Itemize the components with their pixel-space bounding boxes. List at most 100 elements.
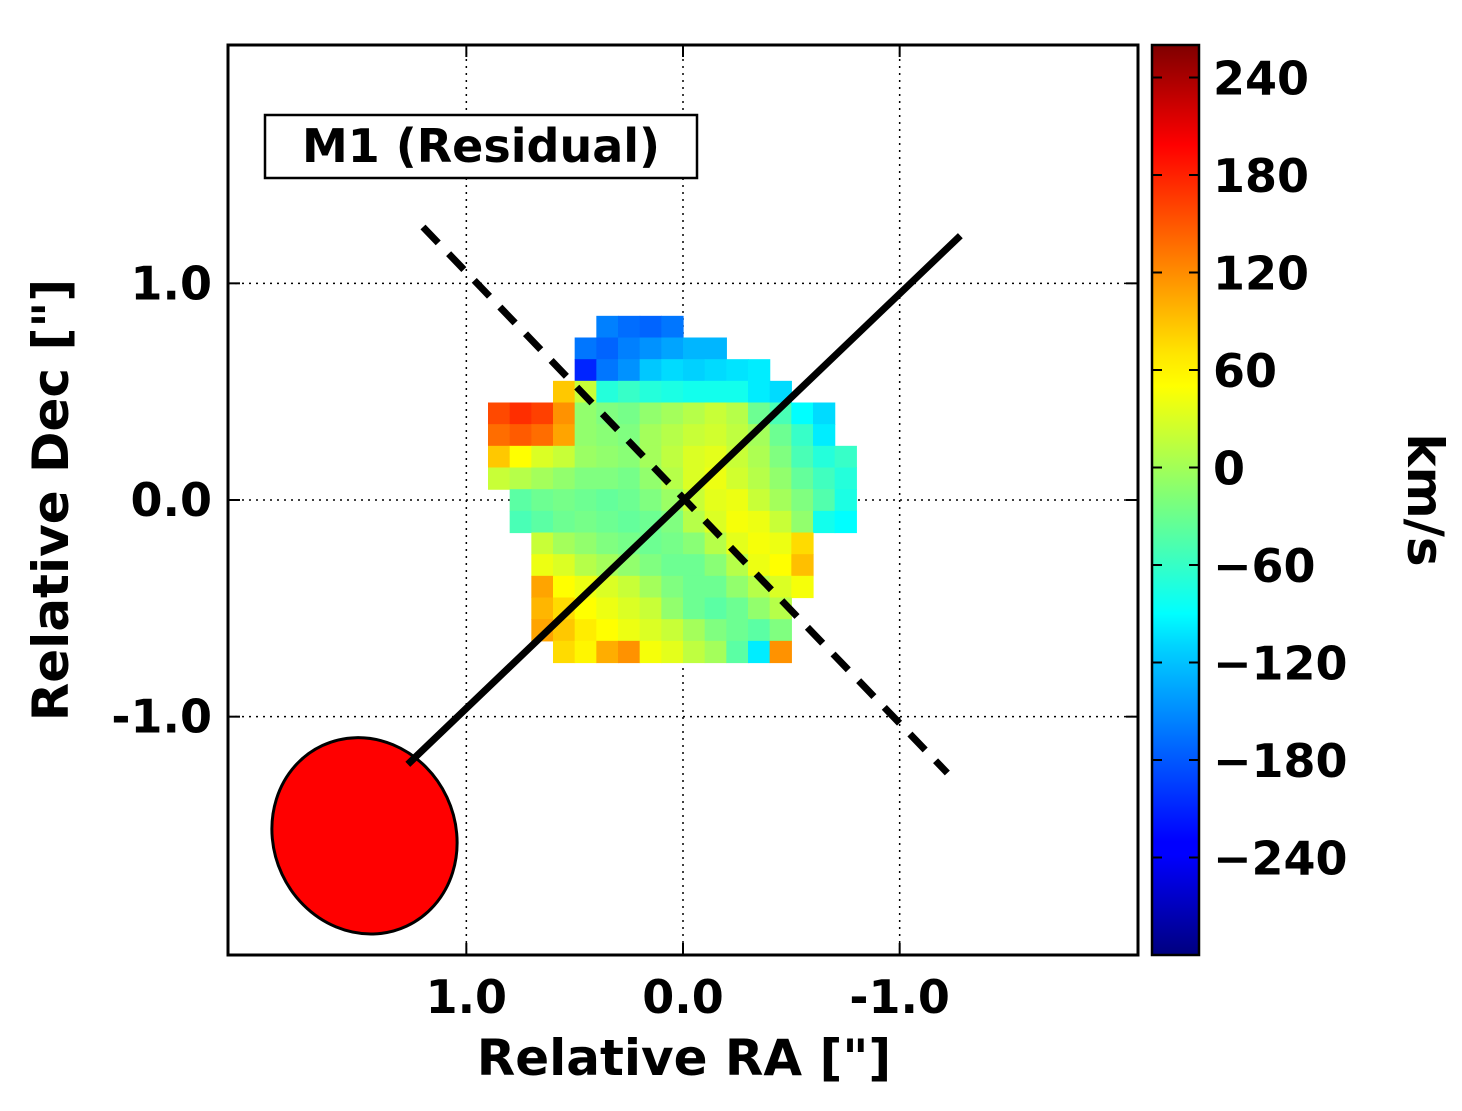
heatmap-cell — [813, 424, 836, 447]
heatmap-cell — [574, 619, 597, 642]
heatmap-cell — [704, 402, 727, 425]
y-tick-label: -1.0 — [111, 690, 212, 744]
heatmap-cell — [704, 337, 727, 360]
heatmap-cell — [813, 467, 836, 490]
heatmap-cell — [596, 489, 619, 512]
heatmap-cell — [553, 489, 576, 512]
heatmap-cell — [553, 424, 576, 447]
heatmap-cell — [618, 510, 641, 534]
heatmap-cell — [596, 619, 619, 642]
heatmap-cell — [596, 640, 619, 664]
heatmap-cell — [791, 554, 814, 577]
heatmap-cell — [704, 554, 727, 577]
heatmap-cell — [683, 359, 706, 382]
heatmap-cell — [639, 640, 662, 664]
heatmap-cell — [704, 424, 727, 447]
heatmap-cell — [769, 575, 792, 599]
heatmap-cell — [769, 554, 792, 577]
heatmap-cell — [509, 424, 532, 447]
heatmap-cell — [488, 467, 511, 490]
heatmap-cell — [791, 489, 814, 512]
heatmap-cell — [726, 359, 749, 382]
heatmap-cell — [596, 445, 619, 469]
heatmap-cell — [574, 402, 597, 425]
y-tick-label: 0.0 — [131, 473, 213, 527]
heatmap-cell — [726, 597, 749, 620]
heatmap-cell — [639, 337, 662, 360]
heatmap-cell — [574, 359, 597, 382]
heatmap-cell — [726, 640, 749, 664]
heatmap-cell — [661, 554, 684, 577]
heatmap-cells — [488, 315, 857, 664]
heatmap-cell — [769, 640, 792, 664]
heatmap-cell — [683, 532, 706, 555]
heatmap-cell — [639, 315, 662, 339]
heatmap-cell — [704, 597, 727, 620]
heatmap-cell — [748, 510, 771, 534]
heatmap-cell — [553, 532, 576, 555]
heatmap-cell — [531, 445, 554, 469]
heatmap-cell — [834, 489, 857, 512]
heatmap-cell — [661, 315, 684, 339]
heatmap-cell — [574, 445, 597, 469]
y-tick-label: 1.0 — [131, 256, 213, 310]
heatmap-cell — [488, 445, 511, 469]
colorbar-label: km/s — [1396, 433, 1454, 566]
heatmap-cell — [531, 619, 554, 642]
axis-lines — [405, 224, 963, 776]
heatmap-cell — [748, 597, 771, 620]
heatmap-cell — [639, 554, 662, 577]
colorbar-tick-label: −120 — [1213, 637, 1348, 691]
heatmap-cell — [661, 640, 684, 664]
heatmap-cell — [726, 380, 749, 404]
heatmap-cell — [683, 402, 706, 425]
heatmap-cell — [704, 619, 727, 642]
heatmap-cell — [726, 467, 749, 490]
heatmap-cell — [726, 489, 749, 512]
heatmap-cell — [661, 424, 684, 447]
heatmap-cell — [704, 380, 727, 404]
colorbar-tick-label: −180 — [1213, 734, 1348, 788]
heatmap-cell — [531, 489, 554, 512]
heatmap-cell — [596, 402, 619, 425]
heatmap-cell — [661, 337, 684, 360]
heatmap-cell — [639, 575, 662, 599]
colorbar-tick-label: −60 — [1213, 539, 1316, 593]
heatmap-cell — [748, 380, 771, 404]
heatmap-cell — [639, 489, 662, 512]
heatmap-cell — [639, 619, 662, 642]
heatmap-cell — [704, 359, 727, 382]
heatmap-cell — [531, 467, 554, 490]
heatmap-cell — [531, 575, 554, 599]
heatmap-cell — [574, 337, 597, 360]
label-box: M1 (Residual) — [263, 113, 699, 180]
heatmap-cell — [791, 575, 814, 599]
heatmap-cell — [531, 402, 554, 425]
heatmap-cell — [683, 510, 706, 534]
heatmap-cell — [748, 489, 771, 512]
heatmap-cell — [639, 597, 662, 620]
heatmap-cell — [683, 554, 706, 577]
heatmap-cell — [661, 575, 684, 599]
heatmap-cell — [574, 510, 597, 534]
heatmap-cell — [618, 597, 641, 620]
heatmap-cell — [553, 445, 576, 469]
heatmap-cell — [769, 489, 792, 512]
heatmap-cell — [553, 640, 576, 664]
heatmap-cell — [683, 337, 706, 360]
heatmap-cell — [618, 315, 641, 339]
heatmap-cell — [769, 445, 792, 469]
heatmap-cell — [618, 402, 641, 425]
heatmap-cell — [683, 445, 706, 469]
heatmap-cell — [748, 359, 771, 382]
x-axis-label: Relative RA ["] — [477, 1029, 892, 1087]
heatmap-cell — [813, 510, 836, 534]
y-axis-label: Relative Dec ["] — [22, 279, 80, 721]
heatmap-cell — [574, 424, 597, 447]
colorbar-tick-label: 120 — [1213, 247, 1309, 301]
label-box-text: M1 (Residual) — [302, 119, 660, 173]
heatmap-cell — [726, 402, 749, 425]
heatmap-cell — [531, 554, 554, 577]
heatmap-cell — [683, 640, 706, 664]
